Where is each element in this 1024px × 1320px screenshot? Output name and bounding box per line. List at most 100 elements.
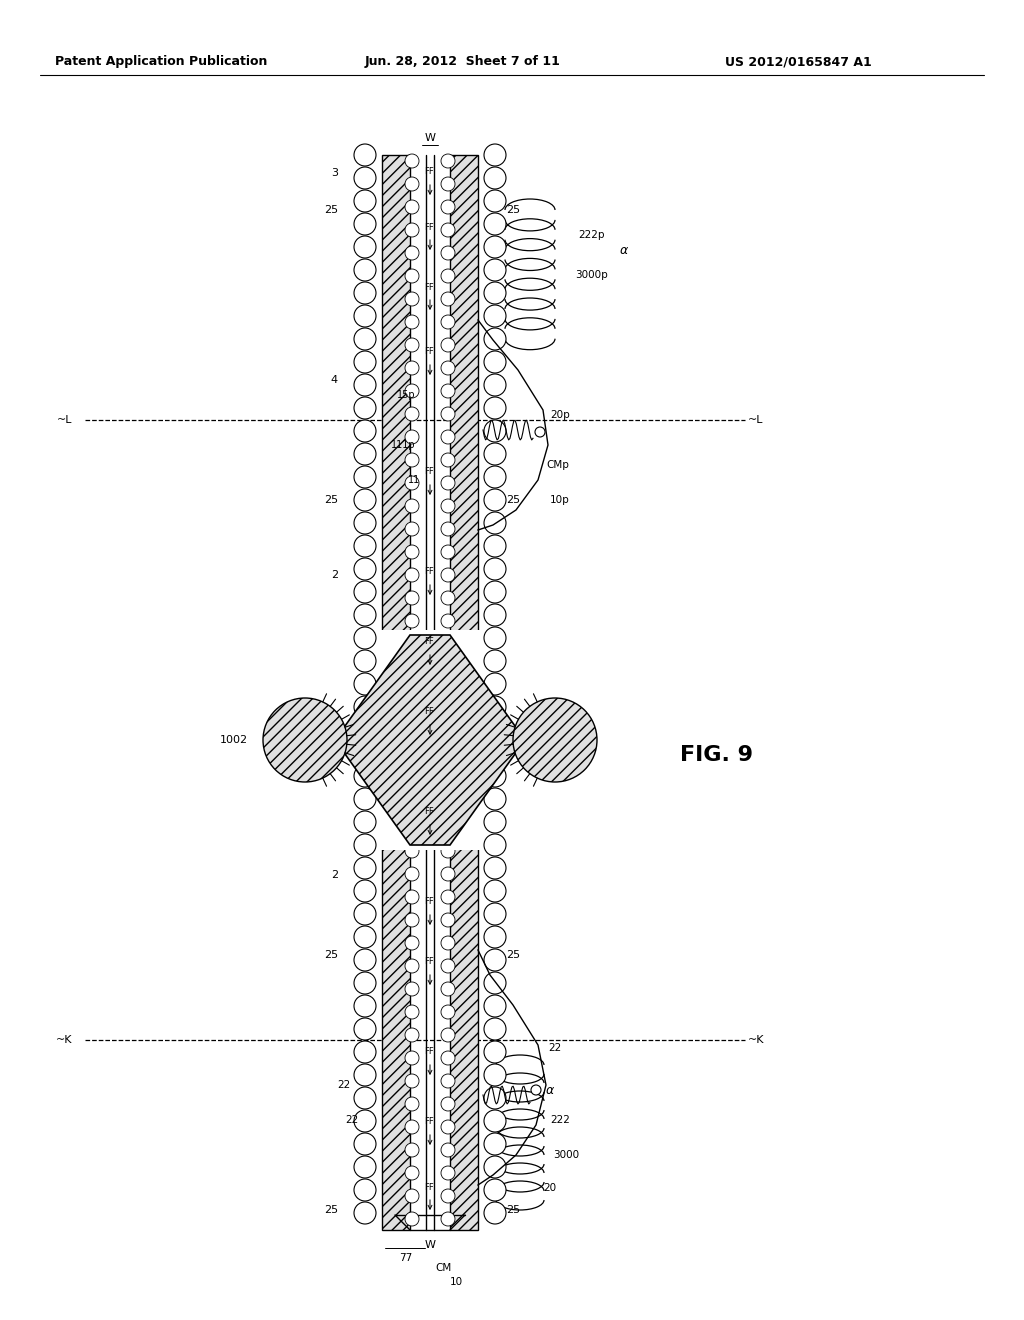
Circle shape bbox=[484, 995, 506, 1016]
Text: 25: 25 bbox=[324, 205, 338, 215]
Circle shape bbox=[441, 821, 455, 836]
Circle shape bbox=[354, 1110, 376, 1133]
Circle shape bbox=[406, 1028, 419, 1041]
Circle shape bbox=[441, 1143, 455, 1158]
Circle shape bbox=[441, 913, 455, 927]
Circle shape bbox=[354, 972, 376, 994]
Circle shape bbox=[441, 338, 455, 352]
Text: 222p: 222p bbox=[578, 230, 604, 240]
Circle shape bbox=[441, 960, 455, 973]
Text: 25: 25 bbox=[506, 205, 520, 215]
Circle shape bbox=[406, 545, 419, 558]
Circle shape bbox=[441, 843, 455, 858]
Text: FIG. 9: FIG. 9 bbox=[680, 744, 753, 766]
Circle shape bbox=[354, 1203, 376, 1224]
Circle shape bbox=[484, 144, 506, 166]
Text: FF: FF bbox=[424, 568, 434, 577]
Circle shape bbox=[484, 351, 506, 374]
Text: 25: 25 bbox=[506, 1205, 520, 1214]
Circle shape bbox=[484, 1110, 506, 1133]
Text: Patent Application Publication: Patent Application Publication bbox=[55, 55, 267, 69]
Circle shape bbox=[406, 521, 419, 536]
Circle shape bbox=[406, 201, 419, 214]
Circle shape bbox=[354, 581, 376, 603]
Text: CM: CM bbox=[435, 1263, 452, 1272]
Text: ~K: ~K bbox=[748, 1035, 765, 1045]
Text: 25: 25 bbox=[324, 1205, 338, 1214]
Text: 15p: 15p bbox=[397, 389, 416, 400]
Text: Jun. 28, 2012  Sheet 7 of 11: Jun. 28, 2012 Sheet 7 of 11 bbox=[365, 55, 561, 69]
Text: FF: FF bbox=[424, 168, 434, 177]
Text: 10p: 10p bbox=[550, 495, 569, 506]
Circle shape bbox=[484, 1041, 506, 1063]
Circle shape bbox=[406, 982, 419, 997]
Circle shape bbox=[354, 1041, 376, 1063]
Circle shape bbox=[484, 1086, 506, 1109]
Circle shape bbox=[535, 426, 545, 437]
Circle shape bbox=[441, 591, 455, 605]
Text: FF: FF bbox=[424, 467, 434, 477]
Circle shape bbox=[406, 1074, 419, 1088]
Circle shape bbox=[484, 1156, 506, 1177]
Circle shape bbox=[513, 698, 597, 781]
Circle shape bbox=[441, 1051, 455, 1065]
Circle shape bbox=[406, 660, 419, 675]
Text: 3000p: 3000p bbox=[575, 271, 608, 280]
Circle shape bbox=[354, 1018, 376, 1040]
Circle shape bbox=[406, 1212, 419, 1226]
Circle shape bbox=[441, 1074, 455, 1088]
Circle shape bbox=[484, 190, 506, 213]
Circle shape bbox=[406, 936, 419, 950]
Circle shape bbox=[354, 397, 376, 418]
Circle shape bbox=[441, 1119, 455, 1134]
Circle shape bbox=[441, 982, 455, 997]
Circle shape bbox=[406, 430, 419, 444]
Text: CMp: CMp bbox=[546, 459, 569, 470]
Text: 22: 22 bbox=[345, 1115, 358, 1125]
Circle shape bbox=[354, 444, 376, 465]
Text: α: α bbox=[546, 1084, 554, 1097]
Circle shape bbox=[441, 867, 455, 880]
Circle shape bbox=[484, 512, 506, 535]
Text: 3000: 3000 bbox=[553, 1150, 580, 1160]
Circle shape bbox=[441, 1097, 455, 1111]
Text: FF: FF bbox=[424, 957, 434, 966]
Circle shape bbox=[354, 857, 376, 879]
Circle shape bbox=[354, 282, 376, 304]
Circle shape bbox=[406, 407, 419, 421]
Circle shape bbox=[406, 729, 419, 743]
Circle shape bbox=[484, 605, 506, 626]
Circle shape bbox=[441, 1166, 455, 1180]
Circle shape bbox=[354, 742, 376, 764]
Text: 25: 25 bbox=[324, 495, 338, 506]
Circle shape bbox=[354, 949, 376, 972]
Circle shape bbox=[441, 269, 455, 282]
Text: FF: FF bbox=[424, 638, 434, 647]
Circle shape bbox=[484, 742, 506, 764]
Circle shape bbox=[484, 1064, 506, 1086]
Circle shape bbox=[484, 466, 506, 488]
Text: 77: 77 bbox=[398, 1253, 412, 1263]
Circle shape bbox=[354, 259, 376, 281]
Text: US 2012/0165847 A1: US 2012/0165847 A1 bbox=[725, 55, 871, 69]
Text: 10: 10 bbox=[450, 1276, 463, 1287]
Circle shape bbox=[406, 384, 419, 399]
Circle shape bbox=[441, 1189, 455, 1203]
Circle shape bbox=[406, 338, 419, 352]
Circle shape bbox=[484, 444, 506, 465]
Circle shape bbox=[406, 960, 419, 973]
Circle shape bbox=[406, 1166, 419, 1180]
Circle shape bbox=[441, 545, 455, 558]
Text: 25: 25 bbox=[506, 950, 520, 960]
Text: 22: 22 bbox=[337, 1080, 350, 1090]
Circle shape bbox=[484, 305, 506, 327]
Circle shape bbox=[484, 1018, 506, 1040]
Circle shape bbox=[406, 223, 419, 238]
Circle shape bbox=[484, 696, 506, 718]
Circle shape bbox=[406, 843, 419, 858]
Circle shape bbox=[441, 1005, 455, 1019]
Circle shape bbox=[406, 775, 419, 789]
Circle shape bbox=[484, 949, 506, 972]
Circle shape bbox=[406, 177, 419, 191]
Circle shape bbox=[441, 223, 455, 238]
